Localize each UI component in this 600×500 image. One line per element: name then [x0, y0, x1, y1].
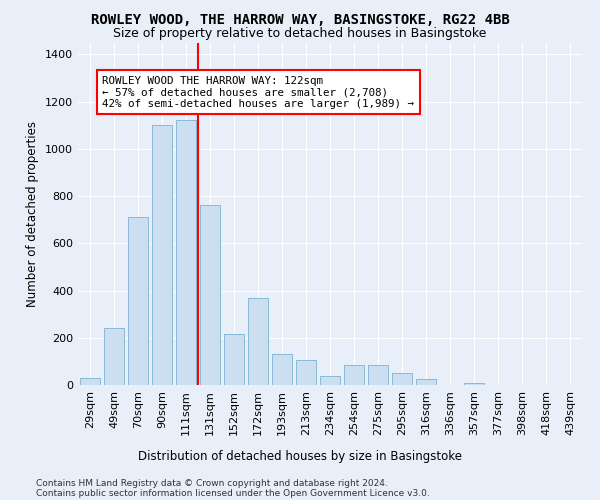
Bar — [224, 334, 244, 385]
Bar — [416, 379, 436, 385]
Bar — [248, 298, 268, 385]
Bar — [464, 382, 484, 385]
Text: Contains HM Land Registry data © Crown copyright and database right 2024.: Contains HM Land Registry data © Crown c… — [36, 479, 388, 488]
Text: Contains public sector information licensed under the Open Government Licence v3: Contains public sector information licen… — [36, 489, 430, 498]
Bar — [368, 365, 388, 385]
Text: Distribution of detached houses by size in Basingstoke: Distribution of detached houses by size … — [138, 450, 462, 463]
Bar — [320, 376, 340, 385]
Bar — [80, 378, 100, 385]
Bar — [104, 328, 124, 385]
Bar — [296, 360, 316, 385]
Text: ROWLEY WOOD THE HARROW WAY: 122sqm
← 57% of detached houses are smaller (2,708)
: ROWLEY WOOD THE HARROW WAY: 122sqm ← 57%… — [103, 76, 415, 109]
Text: Size of property relative to detached houses in Basingstoke: Size of property relative to detached ho… — [113, 28, 487, 40]
Y-axis label: Number of detached properties: Number of detached properties — [26, 120, 40, 306]
Bar — [200, 206, 220, 385]
Bar — [272, 354, 292, 385]
Bar — [392, 373, 412, 385]
Text: ROWLEY WOOD, THE HARROW WAY, BASINGSTOKE, RG22 4BB: ROWLEY WOOD, THE HARROW WAY, BASINGSTOKE… — [91, 12, 509, 26]
Bar — [176, 120, 196, 385]
Bar — [128, 218, 148, 385]
Bar — [152, 125, 172, 385]
Bar — [344, 365, 364, 385]
